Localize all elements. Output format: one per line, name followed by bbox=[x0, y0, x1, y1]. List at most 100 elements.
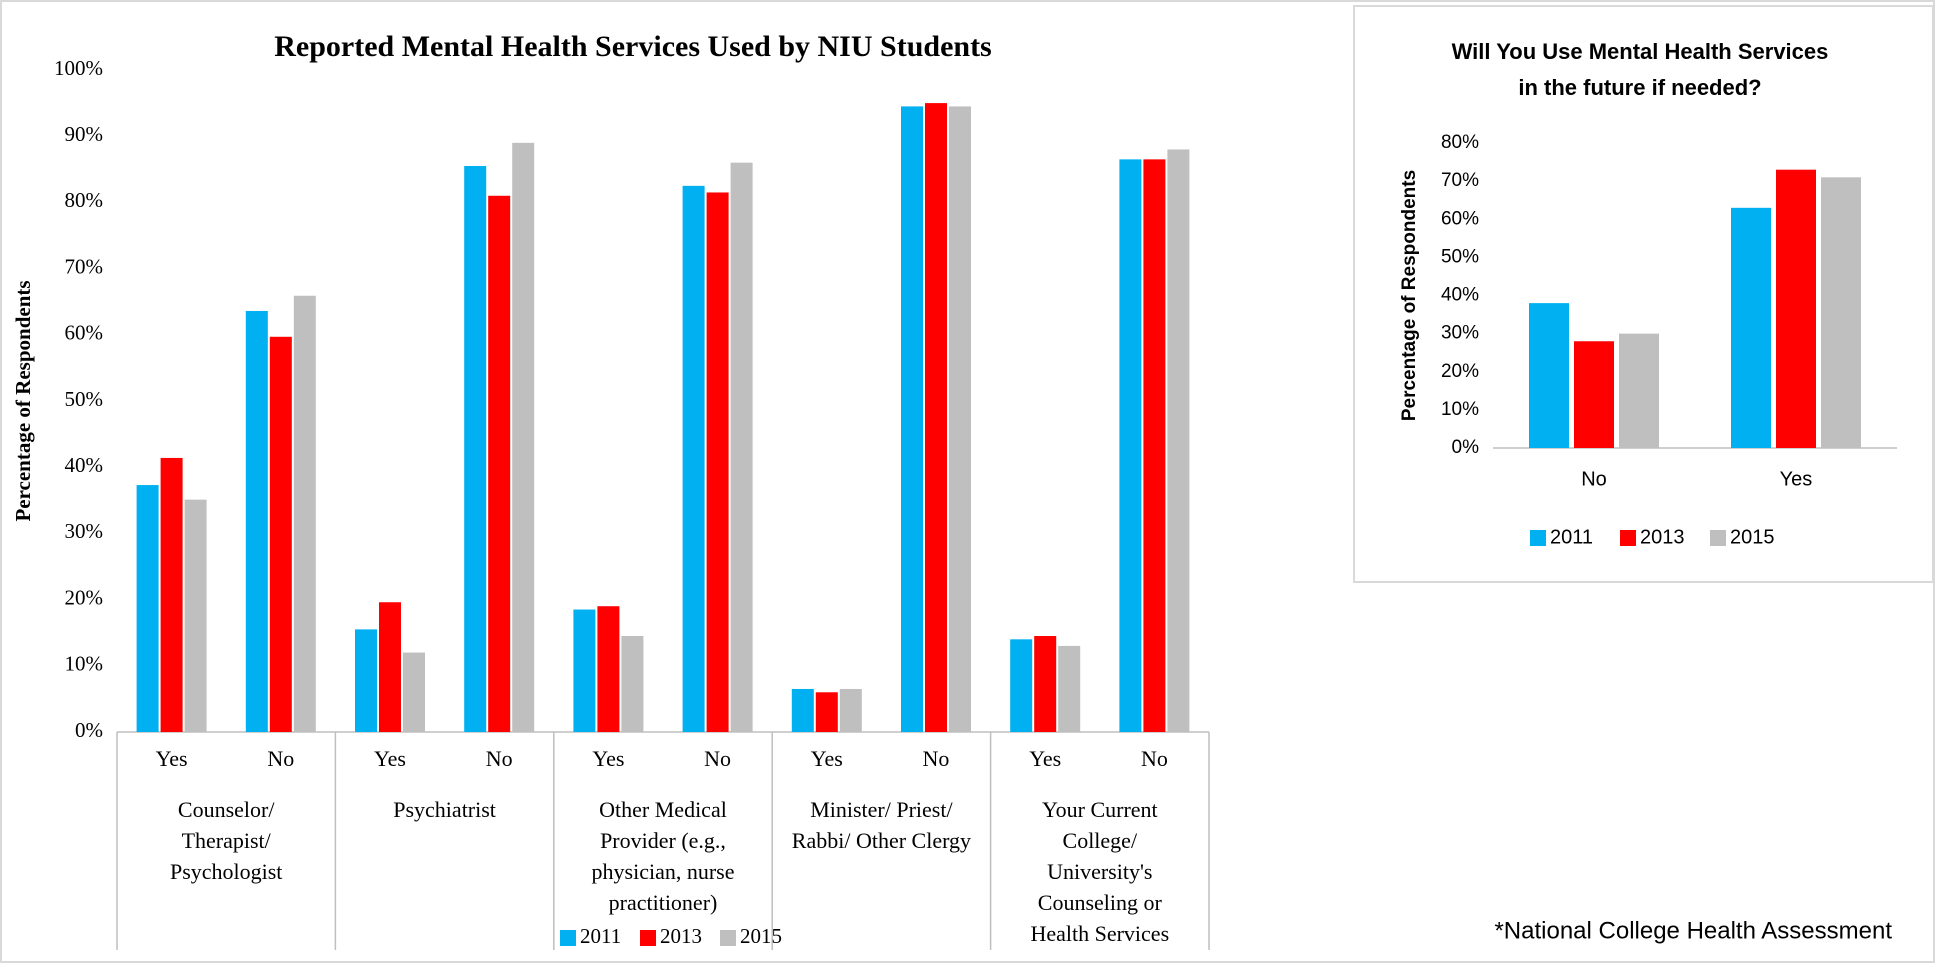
bar bbox=[791, 688, 814, 732]
bar bbox=[355, 629, 377, 732]
bar bbox=[682, 185, 705, 733]
y-tick-label: 80% bbox=[65, 188, 104, 212]
group-label: Other Medical bbox=[599, 797, 727, 822]
group-label: Counseling or bbox=[1038, 890, 1163, 915]
bar bbox=[839, 688, 862, 732]
bar bbox=[379, 602, 401, 732]
bar bbox=[245, 310, 268, 732]
y-tick-label: 100% bbox=[54, 56, 103, 80]
x-tick-label: No bbox=[704, 746, 731, 771]
x-tick-label: No bbox=[267, 746, 294, 771]
y-tick-label: 50% bbox=[65, 387, 104, 411]
bar bbox=[949, 106, 971, 732]
x-tick-label: No bbox=[923, 746, 950, 771]
x-tick-label: No bbox=[1141, 746, 1168, 771]
group-label: Minister/ Priest/ bbox=[810, 797, 953, 822]
bar bbox=[815, 692, 838, 732]
bar bbox=[1776, 169, 1816, 448]
y-tick-label: 40% bbox=[65, 453, 104, 477]
bar bbox=[1574, 341, 1614, 448]
legend-swatch bbox=[720, 930, 736, 946]
x-tick-label: Yes bbox=[592, 746, 624, 771]
y-tick-label: 10% bbox=[65, 652, 104, 676]
legend-label: 2015 bbox=[740, 924, 782, 948]
x-tick-label: Yes bbox=[374, 746, 406, 771]
bar bbox=[706, 192, 729, 733]
bar bbox=[184, 499, 207, 732]
x-tick-label: No bbox=[486, 746, 513, 771]
group-label: Psychiatrist bbox=[393, 797, 496, 822]
group-label: Therapist/ bbox=[182, 828, 272, 853]
x-tick-label: Yes bbox=[811, 746, 843, 771]
bar bbox=[136, 485, 159, 732]
chart-title: in the future if needed? bbox=[1518, 75, 1761, 100]
group-label: physician, nurse bbox=[592, 859, 735, 884]
bar bbox=[403, 652, 425, 732]
footnote: *National College Health Assessment bbox=[1494, 917, 1892, 944]
group-label: Provider (e.g., bbox=[600, 828, 726, 853]
bar bbox=[573, 609, 596, 732]
chart-title: Will You Use Mental Health Services bbox=[1452, 39, 1829, 64]
legend-label: 2013 bbox=[1640, 526, 1685, 548]
legend-label: 2011 bbox=[1550, 526, 1593, 548]
bar bbox=[1731, 207, 1771, 448]
y-tick-label: 60% bbox=[65, 321, 104, 345]
legend-swatch bbox=[560, 930, 576, 946]
group-label: Your Current bbox=[1042, 797, 1158, 822]
y-tick-label: 10% bbox=[1441, 399, 1479, 420]
bar bbox=[293, 295, 316, 732]
bar bbox=[269, 336, 292, 732]
y-tick-label: 50% bbox=[1441, 246, 1479, 267]
group-label: practitioner) bbox=[609, 890, 718, 915]
y-tick-label: 0% bbox=[75, 718, 103, 742]
y-axis-label: Percentage of Respondents bbox=[11, 280, 35, 521]
group-label: College/ bbox=[1063, 828, 1138, 853]
bar bbox=[1010, 639, 1033, 732]
group-label: Health Services bbox=[1030, 921, 1169, 946]
y-tick-label: 20% bbox=[1441, 361, 1479, 382]
y-axis-label: Percentage of Respondents bbox=[1399, 170, 1420, 421]
group-label: University's bbox=[1047, 859, 1152, 884]
legend-label: 2011 bbox=[580, 924, 621, 948]
group-label: Psychologist bbox=[170, 859, 282, 884]
bar bbox=[925, 103, 947, 733]
bar bbox=[1619, 333, 1659, 448]
bar bbox=[901, 106, 923, 732]
y-tick-label: 90% bbox=[65, 122, 104, 146]
bar bbox=[1119, 159, 1142, 732]
group-label: Counselor/ bbox=[178, 797, 275, 822]
legend-swatch bbox=[640, 930, 656, 946]
bar bbox=[1167, 149, 1190, 732]
x-tick-label: Yes bbox=[156, 746, 188, 771]
y-tick-label: 60% bbox=[1441, 208, 1479, 229]
bar bbox=[1143, 159, 1166, 732]
y-tick-label: 80% bbox=[1441, 132, 1479, 153]
bar bbox=[1821, 177, 1861, 448]
bar bbox=[488, 195, 511, 732]
chart-title: Reported Mental Health Services Used by … bbox=[274, 30, 991, 63]
legend-label: 2013 bbox=[660, 924, 702, 948]
bar bbox=[160, 457, 183, 732]
x-tick-label: No bbox=[1581, 468, 1607, 490]
y-tick-label: 30% bbox=[1441, 323, 1479, 344]
x-tick-label: Yes bbox=[1780, 468, 1813, 490]
y-tick-label: 70% bbox=[65, 254, 104, 278]
legend-swatch bbox=[1620, 530, 1636, 546]
bar bbox=[1034, 636, 1057, 732]
bar bbox=[621, 636, 644, 732]
bar bbox=[1529, 303, 1569, 448]
y-tick-label: 40% bbox=[1441, 285, 1479, 306]
legend-swatch bbox=[1530, 530, 1546, 546]
bar bbox=[730, 162, 753, 732]
y-tick-label: 30% bbox=[65, 519, 104, 543]
y-tick-label: 70% bbox=[1441, 170, 1479, 191]
bar bbox=[464, 165, 487, 733]
legend-swatch bbox=[1710, 530, 1726, 546]
group-label: Rabbi/ Other Clergy bbox=[792, 828, 971, 853]
x-tick-label: Yes bbox=[1029, 746, 1061, 771]
bar bbox=[1058, 645, 1081, 732]
y-tick-label: 20% bbox=[65, 585, 104, 609]
y-tick-label: 0% bbox=[1452, 437, 1480, 458]
legend-label: 2015 bbox=[1730, 526, 1775, 548]
